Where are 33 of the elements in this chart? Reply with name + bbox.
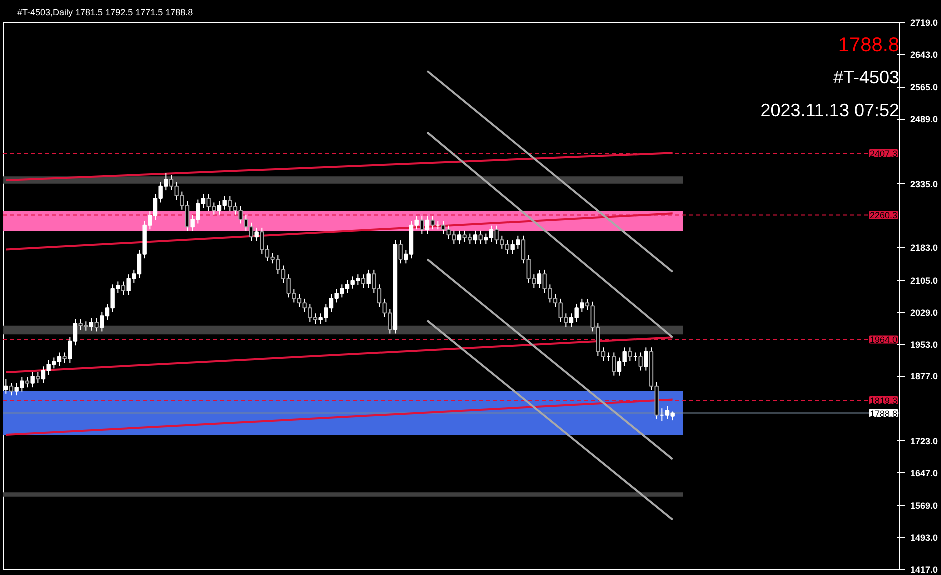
y-tick-label: 2105.0	[910, 276, 938, 286]
candlestick	[537, 269, 542, 289]
candlestick	[473, 230, 478, 245]
chart-title: #T-4503,Daily 1781.5 1792.5 1771.5 1788.8	[18, 8, 194, 18]
annotation: 2023.11.13 07:52	[760, 100, 900, 120]
y-tick-label: 1493.0	[910, 533, 938, 544]
y-tick-label: 1417.0	[910, 565, 938, 575]
candlestick	[30, 372, 35, 388]
annotation: #T-4503	[833, 68, 900, 88]
candlestick	[366, 269, 371, 289]
candlestick	[457, 230, 462, 245]
candlestick	[644, 347, 648, 372]
y-tick-label: 1569.0	[910, 501, 938, 512]
y-tick-label: 1723.0	[910, 436, 938, 446]
y-tick-label: 2565.0	[910, 82, 938, 93]
ref-line-label: 1964.0	[870, 335, 898, 346]
y-tick-label: 1953.0	[910, 340, 938, 350]
y-tick-label: 2335.0	[910, 179, 938, 190]
candlestick	[89, 318, 94, 332]
ref-line-label: 2260.3	[870, 210, 898, 221]
y-tick-label: 1647.0	[910, 468, 938, 478]
ref-line-label: 1788.8	[870, 408, 898, 419]
ref-line-label: 2407.3	[870, 148, 898, 159]
y-tick-label: 2719.0	[910, 18, 938, 28]
y-tick-label: 1877.0	[910, 372, 938, 382]
y-tick-label: 2643.0	[910, 50, 938, 60]
y-tick-label: 2029.0	[910, 308, 938, 318]
candlestick	[254, 227, 259, 242]
annotation: 1788.8	[838, 34, 900, 56]
ref-line-label: 1819.3	[870, 396, 898, 406]
y-tick-label: 2489.0	[910, 114, 938, 125]
y-tick-label: 2183.0	[910, 243, 938, 254]
candlestick	[425, 216, 430, 235]
